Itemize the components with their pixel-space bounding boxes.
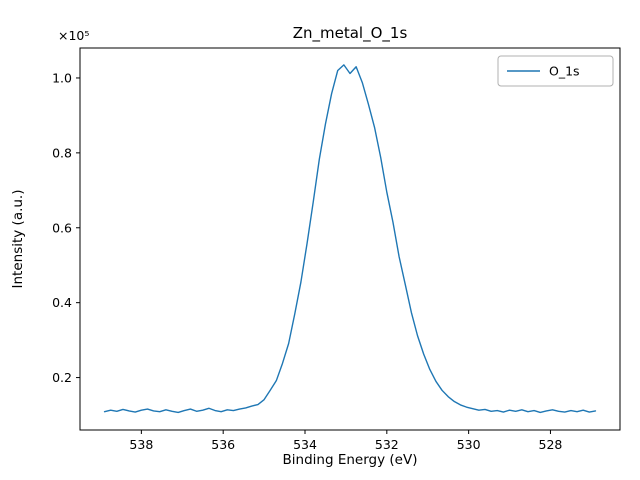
spectrum-line-o1s: [103, 64, 597, 414]
y-axis-offset-text: ×10⁵: [58, 28, 89, 43]
y-tick-label: 0.4: [52, 295, 72, 310]
y-tick-label: 0.6: [52, 220, 72, 235]
x-tick-label: 530: [457, 437, 481, 452]
y-axis-ticks: 0.2 0.4 0.6 0.8 1.0: [52, 70, 80, 385]
y-tick-label: 0.2: [52, 370, 72, 385]
x-axis-ticks: 538 536 534 532 530 528: [129, 430, 562, 452]
legend-frame: [497, 55, 614, 87]
x-axis-label: Binding Energy (eV): [283, 452, 418, 468]
x-tick-label: 536: [211, 437, 235, 452]
x-tick-label: 538: [129, 437, 153, 452]
x-tick-label: 532: [375, 437, 399, 452]
y-tick-label: 0.8: [52, 145, 72, 160]
chart-title: Zn_metal_O_1s: [293, 24, 408, 43]
y-tick-label: 1.0: [52, 70, 72, 85]
plot-area-border: [79, 47, 621, 431]
legend: O_1s: [497, 55, 614, 87]
legend-label-o1s: O_1s: [549, 64, 580, 79]
x-tick-label: 528: [539, 437, 563, 452]
x-tick-label: 534: [293, 437, 317, 452]
y-axis-label: Intensity (a.u.): [10, 190, 26, 289]
